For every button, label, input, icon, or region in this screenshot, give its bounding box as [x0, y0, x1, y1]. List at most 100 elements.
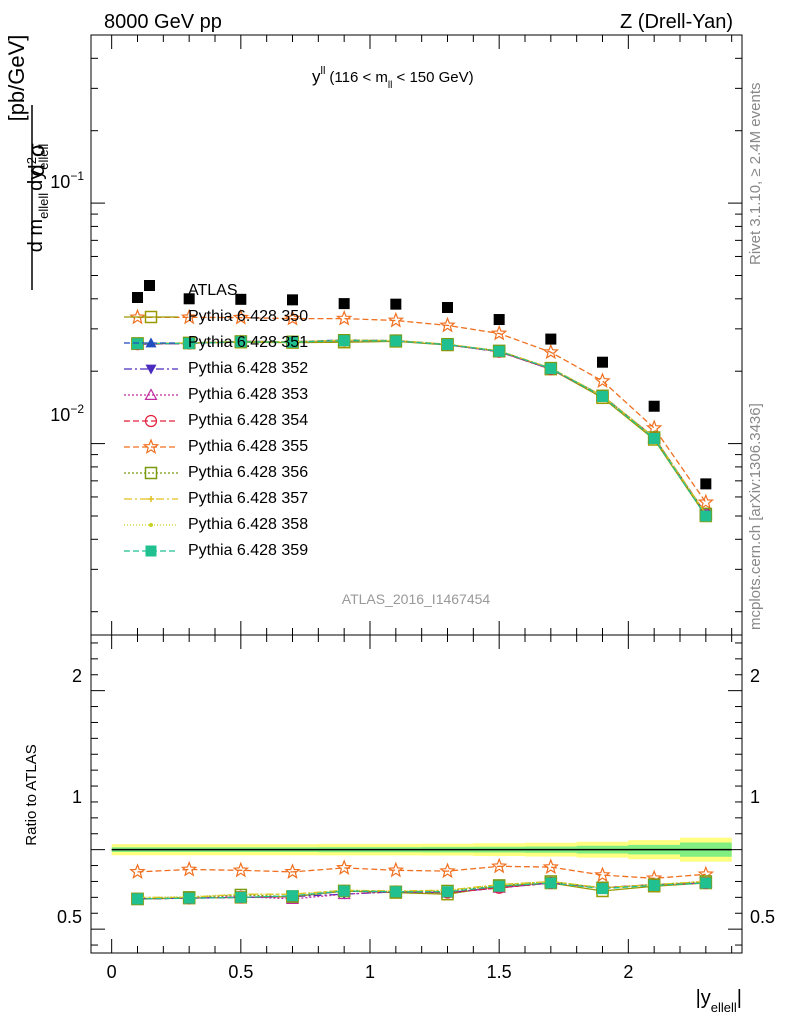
series-line-9	[137, 339, 707, 517]
ratio-y-axis-label: Ratio to ATLAS	[23, 744, 40, 845]
legend-label-8: Pythia 6.428 358	[188, 516, 308, 533]
ratio-point-9	[493, 880, 505, 892]
series-point-9	[132, 338, 143, 350]
mcplots-label: mcplots.cern.ch [arXiv:1306.3436]	[747, 403, 764, 630]
legend-marker-0	[144, 310, 158, 324]
ratio-line-8	[137, 880, 706, 899]
atlas-data-point	[338, 298, 350, 310]
ratio-plot-panel: Ratio to ATLAS 0.5 1 2 0.5 1 2 0 0.5 1 1.5 2…	[23, 634, 775, 1015]
ratio-point-5	[335, 859, 353, 875]
series-point-9	[648, 432, 660, 444]
svg-text:Ratio to ATLAS: Ratio to ATLAS	[23, 744, 40, 845]
ratio-point-5	[232, 861, 250, 878]
series-point-5	[129, 308, 146, 325]
main-plot-panel: yll (116 < mll < 150 GeV) ATLAS_2016_I146…	[4, 34, 743, 636]
series-point-5	[180, 308, 198, 325]
legend-label-7: Pythia 6.428 357	[188, 490, 308, 507]
x-axis-label: |yellell|	[696, 987, 742, 1015]
ratio-point-5	[697, 865, 715, 882]
atlas-data-point	[493, 314, 505, 326]
legend-marker-8	[149, 523, 153, 527]
legend-label-5: Pythia 6.428 355	[188, 438, 308, 455]
ratio-point-5	[387, 861, 405, 878]
series-point-5	[439, 316, 456, 333]
ratio-point-9	[442, 886, 453, 898]
series-point-9	[545, 363, 557, 375]
series-point-9	[338, 335, 350, 347]
header-energy-label: 8000 GeV pp	[104, 11, 222, 33]
series-point-5	[232, 308, 250, 325]
series-point-5	[697, 493, 715, 510]
series-point-5	[335, 309, 353, 326]
svg-text:[pb/GeV]: [pb/GeV]	[4, 35, 29, 122]
series-point-5	[645, 419, 663, 436]
ratio-point-9	[287, 890, 298, 902]
legend-label-3: Pythia 6.428 353	[188, 386, 308, 403]
series-point-5	[490, 324, 508, 341]
ratio-point-9	[597, 883, 608, 895]
ratio-point-5	[439, 862, 456, 879]
ratio-point-9	[390, 886, 402, 898]
ratio-point-5	[490, 857, 508, 874]
legend-marker-6	[144, 466, 158, 480]
legend-marker-5	[142, 438, 160, 455]
y-tick-label-0.01: 10−2	[50, 402, 84, 425]
ratio-point-9	[545, 877, 557, 889]
series-point-9	[700, 510, 712, 522]
ratio-point-9	[235, 891, 247, 903]
series-point-9	[442, 339, 453, 351]
svg-text:d2σ: d2σ	[24, 143, 49, 176]
legend-marker-4	[144, 414, 158, 428]
legend-label-atlas: ATLAS	[188, 282, 238, 299]
legend-label-6: Pythia 6.428 356	[188, 464, 308, 481]
ratio-axis-ticks	[91, 635, 742, 953]
ratio-point-5	[180, 860, 198, 877]
x-tick-label: 1.5	[487, 962, 512, 982]
atlas-data-points	[132, 292, 712, 490]
ratio-point-9	[648, 879, 660, 891]
legend-label-1: Pythia 6.428 351	[188, 334, 308, 351]
atlas-data-point	[132, 292, 143, 304]
main-series-group	[129, 308, 715, 523]
ratio-point-5	[542, 858, 560, 875]
atlas-data-point	[183, 293, 195, 305]
series-line-5	[137, 316, 707, 503]
ratio-point-9	[132, 893, 143, 905]
series-point-5	[387, 311, 405, 328]
atlas-data-point	[390, 298, 402, 310]
legend-marker-atlas	[144, 280, 155, 291]
series-point-9	[235, 336, 247, 348]
atlas-data-point	[648, 400, 660, 412]
plot-title: yll (116 < mll < 150 GeV)	[312, 65, 474, 91]
ratio-y-tick-label-0.5: 0.5	[57, 907, 82, 927]
legend-marker-2	[145, 364, 157, 375]
legend-label-9: Pythia 6.428 359	[188, 542, 308, 559]
series-point-9	[183, 337, 195, 349]
legend-label-2: Pythia 6.428 352	[188, 360, 308, 377]
x-tick-label: 0.5	[228, 962, 253, 982]
atlas-data-point	[700, 478, 712, 490]
ratio-y-tick-label-right-1: 1	[750, 787, 760, 807]
svg-text:d mellelldyellell: d mellelldyellell	[25, 144, 51, 253]
atlas-data-point	[545, 333, 557, 345]
legend-marker-3	[144, 388, 158, 400]
ratio-series-group	[129, 857, 715, 906]
ratio-line-5	[137, 865, 706, 879]
legend: ATLAS Pythia 6.428 350 Pythia 6.428 351 Pyt…	[124, 280, 308, 559]
x-tick-labels: 0 0.5 1 1.5 2	[107, 962, 634, 982]
ratio-line-7	[137, 880, 706, 899]
series-point-9	[597, 390, 608, 402]
atlas-data-point	[287, 294, 298, 306]
series-point-9	[287, 336, 298, 348]
atlas-data-point	[597, 356, 608, 368]
main-y-axis-label-denominator: d mellelldyellell	[25, 144, 51, 253]
ratio-y-tick-label-2: 2	[72, 666, 82, 686]
ratio-point-9	[183, 892, 195, 904]
main-y-axis-units: [pb/GeV]	[4, 35, 29, 122]
atlas-data-point	[235, 293, 247, 305]
series-point-5	[284, 309, 301, 326]
ratio-point-5	[284, 863, 301, 879]
atlas-data-point	[442, 302, 453, 314]
ratio-y-tick-label-right-2: 2	[750, 666, 760, 686]
ratio-y-tick-label-1: 1	[72, 787, 82, 807]
